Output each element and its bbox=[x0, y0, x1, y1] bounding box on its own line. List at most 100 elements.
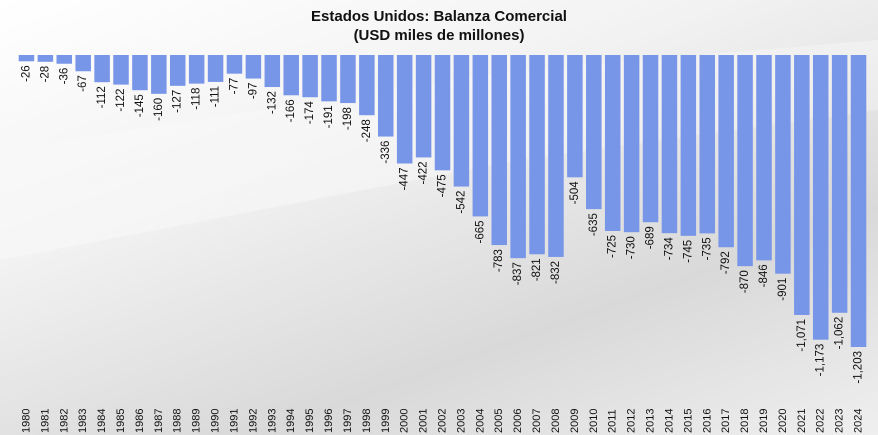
x-tick-label-2015: 2015 bbox=[682, 409, 694, 433]
value-label-2016: -735 bbox=[701, 237, 713, 260]
x-tick-label-2004: 2004 bbox=[474, 409, 486, 433]
x-tick-label-2010: 2010 bbox=[588, 409, 600, 433]
chart-title: Estados Unidos: Balanza Comercial bbox=[311, 8, 567, 25]
value-label-2005: -783 bbox=[493, 249, 505, 272]
x-tick-label-2011: 2011 bbox=[607, 409, 619, 433]
x-tick-label-2014: 2014 bbox=[663, 409, 675, 433]
value-label-1980: -26 bbox=[20, 65, 32, 82]
bar-1990 bbox=[207, 55, 224, 82]
value-label-1985: -122 bbox=[115, 89, 127, 112]
value-label-2010: -635 bbox=[588, 213, 600, 236]
value-label-2000: -447 bbox=[399, 168, 411, 191]
value-label-2006: -837 bbox=[512, 262, 524, 285]
bar-1995 bbox=[302, 55, 318, 98]
x-tick-label-2000: 2000 bbox=[399, 409, 411, 433]
bar-2000 bbox=[396, 55, 413, 164]
value-label-2023: -1,062 bbox=[834, 317, 846, 350]
value-label-2004: -665 bbox=[474, 220, 486, 243]
value-label-1984: -112 bbox=[96, 86, 108, 108]
value-label-1982: -36 bbox=[58, 68, 70, 85]
bar-2004 bbox=[472, 55, 489, 217]
value-label-2020: -901 bbox=[777, 278, 789, 301]
value-label-1988: -127 bbox=[172, 90, 184, 113]
bar-1982 bbox=[56, 55, 73, 64]
x-tick-label-2005: 2005 bbox=[493, 409, 505, 433]
x-tick-label-2003: 2003 bbox=[455, 409, 467, 433]
value-label-1989: -118 bbox=[191, 88, 203, 110]
value-label-2021: -1,071 bbox=[796, 319, 808, 352]
bar-1996 bbox=[321, 55, 337, 102]
x-tick-label-1985: 1985 bbox=[115, 409, 127, 433]
value-label-2002: -475 bbox=[437, 174, 449, 197]
bar-2009 bbox=[567, 55, 583, 178]
x-tick-label-1984: 1984 bbox=[96, 409, 108, 433]
value-labels-group: -26 -28 -36 -67 -112 -122 -145 -160 -127 -118 -111… bbox=[20, 65, 864, 383]
value-label-2019: -846 bbox=[758, 264, 770, 287]
value-label-2018: -870 bbox=[739, 270, 751, 293]
value-label-1998: -248 bbox=[361, 119, 373, 142]
bar-2024 bbox=[850, 55, 867, 347]
x-tick-label-2022: 2022 bbox=[815, 409, 827, 433]
x-tick-label-2016: 2016 bbox=[701, 409, 713, 433]
bar-1987 bbox=[151, 55, 167, 94]
bar-2023 bbox=[831, 55, 848, 313]
bar-1983 bbox=[75, 55, 91, 72]
value-label-2001: -422 bbox=[418, 161, 430, 184]
value-label-1993: -132 bbox=[266, 91, 278, 114]
x-tick-label-2002: 2002 bbox=[437, 409, 449, 433]
x-tick-label-1992: 1992 bbox=[247, 409, 259, 433]
bar-2017 bbox=[718, 55, 734, 248]
value-label-1997: -198 bbox=[342, 107, 354, 130]
value-label-1987: -160 bbox=[153, 98, 165, 121]
x-tick-label-1981: 1981 bbox=[39, 409, 51, 433]
value-label-2012: -730 bbox=[626, 236, 638, 259]
x-tick-label-1997: 1997 bbox=[342, 409, 354, 433]
bar-2016 bbox=[699, 55, 716, 234]
x-tick-label-2012: 2012 bbox=[626, 409, 638, 433]
bar-2015 bbox=[680, 55, 697, 236]
x-tick-label-2024: 2024 bbox=[853, 409, 865, 433]
bar-2014 bbox=[661, 55, 678, 234]
x-tick-label-2006: 2006 bbox=[512, 409, 524, 433]
value-label-1981: -28 bbox=[39, 66, 51, 83]
x-tick-label-1989: 1989 bbox=[191, 409, 203, 433]
bar-2003 bbox=[453, 55, 470, 187]
value-label-1992: -97 bbox=[247, 83, 259, 100]
value-label-2015: -745 bbox=[682, 240, 694, 263]
value-label-2014: -734 bbox=[663, 237, 675, 261]
bar-2019 bbox=[756, 55, 772, 261]
x-tick-label-2017: 2017 bbox=[720, 409, 732, 433]
value-label-2008: -832 bbox=[550, 261, 562, 284]
value-label-2003: -542 bbox=[455, 191, 467, 214]
x-labels-group: 1980 1981 1982 1983 1984 1985 1986 1987 1988 1989… bbox=[20, 409, 864, 433]
x-tick-label-1988: 1988 bbox=[172, 409, 184, 433]
bar-2011 bbox=[604, 55, 621, 231]
bar-1988 bbox=[169, 55, 186, 86]
x-tick-label-2020: 2020 bbox=[777, 409, 789, 433]
x-tick-label-1995: 1995 bbox=[304, 409, 316, 433]
x-tick-label-1998: 1998 bbox=[361, 409, 373, 433]
bar-1992 bbox=[245, 55, 262, 79]
bar-2010 bbox=[586, 55, 602, 210]
x-tick-label-1993: 1993 bbox=[266, 409, 278, 433]
x-tick-label-2023: 2023 bbox=[834, 409, 846, 433]
value-label-2009: -504 bbox=[569, 181, 581, 205]
bar-1984 bbox=[94, 55, 110, 83]
bar-1997 bbox=[340, 55, 356, 104]
x-tick-label-1980: 1980 bbox=[20, 409, 32, 433]
x-tick-label-1987: 1987 bbox=[153, 409, 165, 433]
bar-2022 bbox=[812, 55, 829, 340]
x-tick-label-2013: 2013 bbox=[645, 409, 657, 433]
value-label-1983: -67 bbox=[77, 75, 89, 92]
x-tick-label-1999: 1999 bbox=[380, 409, 392, 433]
bar-1981 bbox=[37, 55, 54, 62]
bar-2008 bbox=[548, 55, 564, 257]
value-label-1999: -336 bbox=[380, 141, 392, 164]
bar-1980 bbox=[18, 55, 35, 62]
bar-1991 bbox=[226, 55, 243, 74]
x-tick-label-2001: 2001 bbox=[418, 409, 430, 433]
x-tick-label-1986: 1986 bbox=[134, 409, 146, 433]
value-label-1990: -111 bbox=[210, 86, 222, 107]
